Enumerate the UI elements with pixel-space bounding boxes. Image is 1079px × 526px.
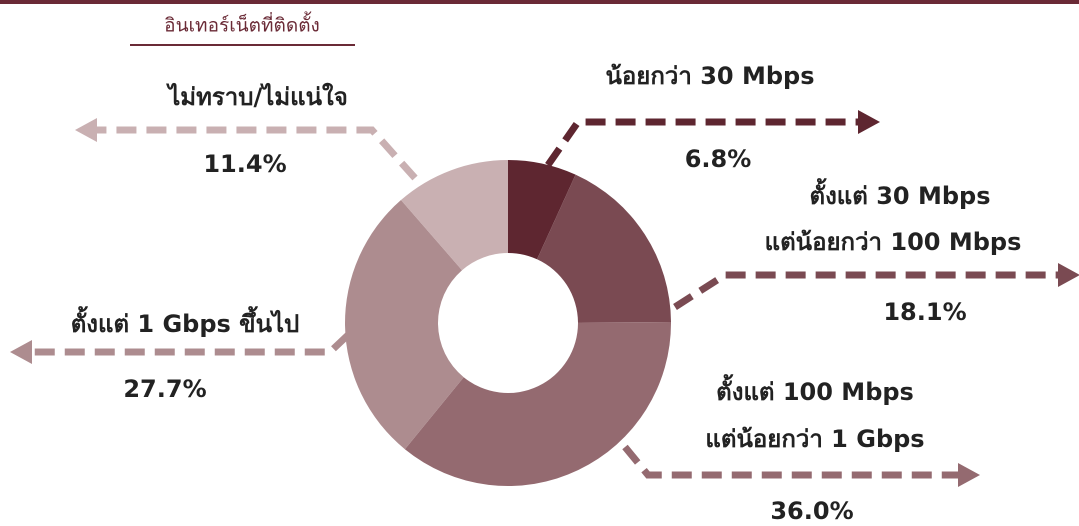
slice-label: แต่น้อยกว่า 1 Gbps	[705, 425, 924, 453]
arrow-head	[958, 463, 980, 487]
leader-arrow	[622, 444, 958, 479]
donut-slice	[508, 160, 576, 260]
slice-label: ไม่ทราบ/ไม่แน่ใจ	[165, 82, 348, 111]
slice-label: แต่น้อยกว่า 100 Mbps	[765, 228, 1022, 256]
arrow-head	[1058, 263, 1079, 287]
slice-label: ตั้งแต่ 1 Gbps ขึ้นไป	[71, 305, 300, 338]
arrow-head	[10, 340, 32, 364]
leader-arrow	[32, 332, 351, 356]
slice-label: น้อยกว่า 30 Mbps	[605, 62, 814, 90]
value-label: 18.1%	[883, 298, 966, 326]
slice-label: ตั้งแต่ 30 Mbps	[810, 177, 991, 210]
value-label: 27.7%	[123, 375, 206, 403]
donut-slice	[344, 200, 464, 450]
slice-label: ตั้งแต่ 100 Mbps	[716, 373, 914, 406]
value-label: 6.8%	[685, 145, 752, 173]
donut-slice	[404, 321, 671, 486]
leader-arrow	[545, 118, 858, 168]
value-label: 36.0%	[770, 497, 853, 525]
leader-arrow	[673, 271, 1058, 310]
arrow-head	[75, 118, 97, 142]
arrow-head	[858, 110, 880, 134]
donut-slice	[537, 174, 671, 323]
leader-arrow	[97, 126, 418, 181]
value-label: 11.4%	[203, 150, 286, 178]
chart-title: อินเทอร์เน็ตที่ติดตั้ง	[164, 12, 320, 37]
donut-slice	[400, 160, 508, 271]
